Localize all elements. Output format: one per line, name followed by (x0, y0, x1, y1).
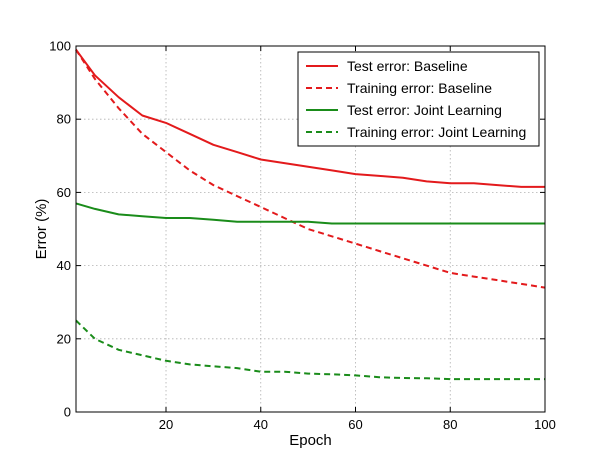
series-line-2 (75, 49, 546, 289)
series-layer (75, 49, 546, 381)
y-tick-label: 40 (57, 258, 71, 273)
y-tick-label: 20 (57, 331, 71, 346)
legend-label: Test error: Joint Learning (347, 102, 502, 118)
x-tick-label: 60 (348, 417, 362, 432)
y-tick-label: 100 (49, 39, 71, 54)
legend-label: Training error: Joint Learning (347, 124, 526, 140)
x-tick-label: 100 (534, 417, 556, 432)
y-axis-label: Error (%) (33, 199, 50, 260)
series-line-1 (75, 49, 545, 188)
legend-label: Test error: Baseline (347, 58, 468, 74)
ticks: 20 40 60 80 100 0 20 40 60 80 100 (49, 39, 556, 433)
x-tick-label: 40 (254, 417, 268, 432)
legend: Test error: Baseline Training error: Base… (297, 51, 540, 147)
plot-frame (75, 45, 546, 413)
y-tick-label: 80 (57, 112, 71, 127)
x-tick-label: 20 (159, 417, 173, 432)
legend-box (297, 51, 540, 147)
series-line-3 (75, 202, 545, 225)
y-tick-label: 0 (64, 405, 71, 420)
x-tick-label: 80 (443, 417, 457, 432)
y-tick-label: 60 (57, 185, 71, 200)
series-line-4 (75, 319, 545, 381)
x-axis-label: Epoch (289, 432, 332, 449)
legend-label: Training error: Baseline (347, 80, 492, 96)
